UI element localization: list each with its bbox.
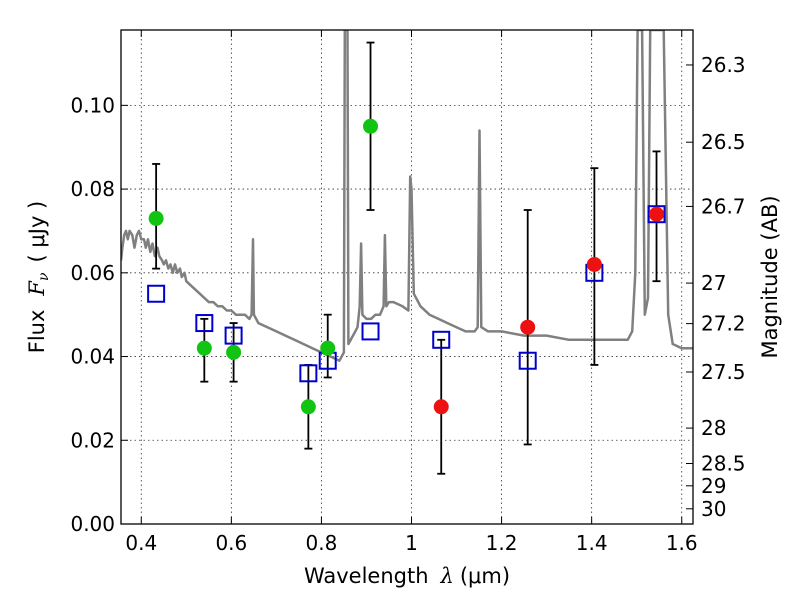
red-point xyxy=(520,319,536,335)
red-point xyxy=(433,399,449,415)
plot-area xyxy=(121,30,693,475)
right-axis-title: Magnitude (AB) xyxy=(758,195,782,358)
model-bandpass-square xyxy=(195,314,214,333)
green-point xyxy=(196,340,212,356)
mag-tick-label: 27 xyxy=(701,271,726,295)
model-spectrum-line xyxy=(121,30,693,362)
mag-tick-label: 30 xyxy=(701,497,726,521)
green-point xyxy=(300,399,316,415)
x-tick-label: 1.2 xyxy=(486,531,518,555)
errorbars xyxy=(152,41,661,475)
model-bandpass-square xyxy=(518,351,537,370)
x-axis-title: Wavelength λ (μm) xyxy=(304,564,510,588)
x-tick-label: 0.6 xyxy=(215,531,247,555)
green-point xyxy=(363,118,379,134)
green-point xyxy=(226,344,242,360)
model-bandpass-square xyxy=(147,284,166,303)
red-point xyxy=(586,256,602,272)
y-tick-label: 0.08 xyxy=(70,177,115,201)
mag-tick-label: 29 xyxy=(701,474,726,498)
y-tick-label: 0.00 xyxy=(70,512,115,536)
mag-tick-label: 26.7 xyxy=(701,194,746,218)
y-axis-title: FluxFν( μJy ) xyxy=(25,201,52,353)
plot-frame xyxy=(120,29,694,525)
mag-tick-label: 26.5 xyxy=(701,130,746,154)
red-point xyxy=(649,206,665,222)
model-bandpass-square xyxy=(299,364,318,383)
mag-tick-label: 27.2 xyxy=(701,312,746,336)
model-bandpass-square xyxy=(647,205,666,224)
markers xyxy=(147,118,666,415)
x-tick-label: 0.8 xyxy=(306,531,338,555)
model-bandpass-square xyxy=(432,330,451,349)
axis-ticks: 0.4 0.6 0.8 1 1.2 1.4 1.6 0.00 0.02 0.04 0.06 0.08 0… xyxy=(70,30,746,555)
x-tick-label: 1 xyxy=(405,531,418,555)
y-tick-label: 0.04 xyxy=(70,345,115,369)
y-tick-label: 0.02 xyxy=(70,428,115,452)
grid xyxy=(121,30,693,525)
mag-tick-label: 27.5 xyxy=(701,360,746,384)
x-tick-label: 1.4 xyxy=(576,531,608,555)
model-bandpass-square xyxy=(224,326,243,345)
x-tick-label: 0.4 xyxy=(125,531,157,555)
mag-tick-label: 28 xyxy=(701,416,726,440)
mag-tick-label: 28.5 xyxy=(701,451,746,475)
y-tick-label: 0.10 xyxy=(70,93,115,117)
green-point xyxy=(320,340,336,356)
x-tick-label: 1.6 xyxy=(666,531,698,555)
y-tick-label: 0.06 xyxy=(70,261,115,285)
mag-tick-label: 26.3 xyxy=(701,53,746,77)
green-point xyxy=(148,210,164,226)
model-bandpass-square xyxy=(361,322,380,341)
